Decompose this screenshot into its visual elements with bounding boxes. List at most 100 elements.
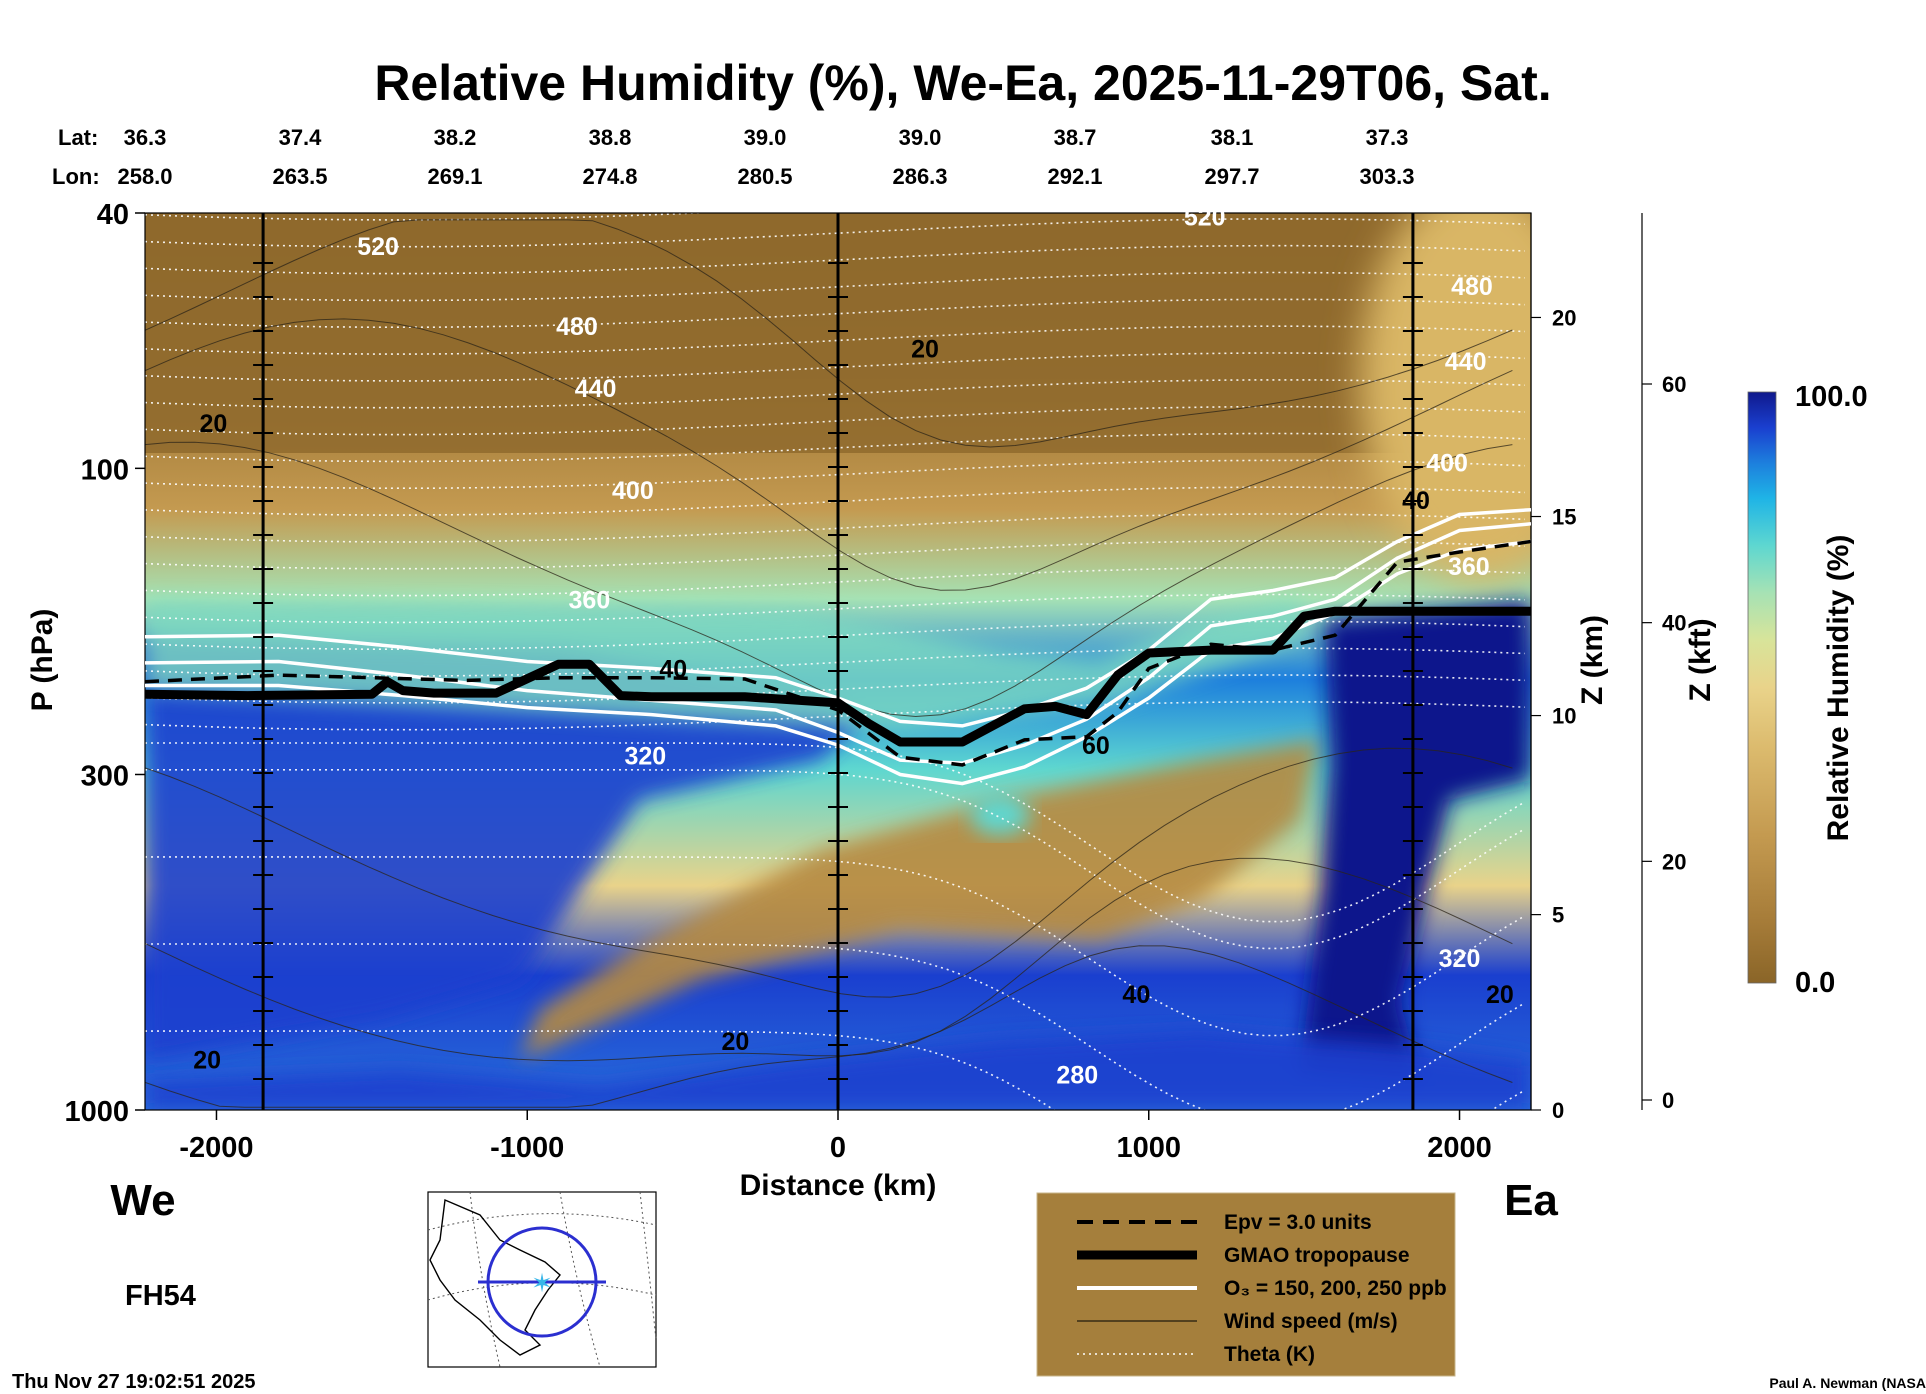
series-gmao-tropopause [145,606,1531,747]
legend-label: O₃ = 150, 200, 250 ppb [1224,1277,1447,1300]
lat-value: 38.2 [434,125,477,150]
rh-cyan-spot [970,795,1030,835]
lon-value: 297.7 [1204,164,1259,189]
theta-label: 360 [1448,553,1490,581]
theta-label: 400 [612,477,654,505]
x-tick-label: 2000 [1427,1132,1492,1164]
theta-contour [145,165,1525,193]
colorbar-label: Relative Humidity (%) [1822,535,1855,842]
theta-contour [145,701,1525,731]
theta-contour [145,540,1525,570]
lat-label: Lat: [58,125,98,150]
theta-contour [145,379,1525,409]
z-km-tick-label: 10 [1552,704,1576,729]
theta-label: 480 [1451,273,1493,301]
contour-labels: 520 520 480 480 440 440 400 400 360 360 320 320 280 2… [193,203,1514,1089]
y-tick-label: 100 [81,454,129,486]
z-kft-axis-label: Z (kft) [1684,618,1717,701]
lon-value: 274.8 [582,164,637,189]
lon-value: 280.5 [737,164,792,189]
legend-label: GMAO tropopause [1224,1244,1410,1267]
z-kft-tick-label: 20 [1662,849,1686,874]
forecast-hour: FH54 [125,1280,196,1312]
z-kft-tick-label: 40 [1662,611,1686,636]
x-tick-label: -2000 [179,1132,253,1164]
theta-contour [145,213,715,221]
theta-contour [145,674,1525,704]
wind-speed-label: 20 [1486,981,1514,1009]
colorbar-min-label: 0.0 [1795,967,1835,999]
legend-label: Theta (K) [1224,1343,1315,1366]
lon-value: 286.3 [892,164,947,189]
z-kft-tick-label: 60 [1662,372,1686,397]
legend: Epv = 3.0 units GMAO tropopause O₃ = 150, … [1036,1192,1456,1377]
theta-contour [145,298,1525,328]
lat-value: 39.0 [744,125,787,150]
wind-contour [145,318,1513,591]
theta-contour [145,593,1525,624]
lat-value: 37.3 [1366,125,1409,150]
x-axis-label: Distance (km) [740,1169,937,1202]
theta-contour [145,405,1525,436]
theta-label: 400 [1426,450,1468,478]
lat-value: 38.1 [1211,125,1254,150]
east-label: Ea [1504,1176,1558,1225]
wind-speed-label: 40 [659,655,687,683]
z-km-tick-label: 5 [1552,903,1564,928]
legend-label: Wind speed (m/s) [1224,1310,1398,1333]
inset-map-frame [427,1191,657,1368]
wind-speed-label: 20 [193,1047,221,1075]
wind-speed-label: 40 [1402,487,1430,515]
theta-label: 520 [1184,203,1226,231]
rh-moist-band-west [145,640,860,1060]
theta-contour [145,856,1526,1037]
z-km-axis-label: Z (km) [1576,615,1609,705]
theta-contour [145,218,1525,248]
y-tick-label: 300 [81,760,129,792]
credit: Paul A. Newman (NASA [1769,1375,1926,1391]
lon-value: 263.5 [272,164,327,189]
theta-contour [145,352,1525,382]
theta-contour [145,943,1526,1110]
theta-contour [145,566,1525,597]
z-axes: 0 5 10 15 20 0 20 40 60 [1530,213,1686,1123]
theta-contour [145,325,1525,355]
x-tick-label: 1000 [1117,1132,1182,1164]
wind-contour [145,747,1513,998]
colorbar-max-label: 100.0 [1795,381,1868,413]
z-kft-tick-label: 0 [1662,1088,1674,1113]
lat-lon-axis: Lat: Lon: 36.3 37.4 38.2 38.8 39.0 39.0 38.7 38… [52,125,1415,189]
theta-label: 440 [575,375,617,403]
series-o3-150-ppb [145,507,1531,728]
legend-label: Epv = 3.0 units [1224,1211,1372,1234]
wind-speed-label: 20 [199,410,227,438]
lat-value: 38.7 [1054,125,1097,150]
x-axis: -2000 -1000 0 1000 2000 [179,1110,1492,1164]
lat-value: 36.3 [124,125,167,150]
theta-label: 280 [1056,1061,1098,1089]
rh-upper-right-light [1360,213,1531,580]
series-o3-250-ppb [145,539,1531,786]
theta-label: 320 [624,742,666,770]
theta-label: 360 [569,586,611,614]
lat-value: 37.4 [279,125,323,150]
contour-lines [145,165,1526,1110]
wind-contour [145,945,1513,1108]
rh-field [145,165,1531,1110]
series-layer [145,507,1531,786]
inset-map-coastline [429,1198,561,1356]
theta-contour [145,271,1525,302]
cross-section-markers [253,213,1423,1110]
lon-value: 292.1 [1047,164,1102,189]
wind-speed-label: 60 [1082,732,1110,760]
z-km-tick-label: 20 [1552,305,1576,330]
lat-value: 38.8 [589,125,632,150]
theta-contour [145,459,1525,489]
lon-value: 303.3 [1359,164,1414,189]
theta-label: 520 [357,233,399,261]
y-axis: 1000 300 100 40 [64,199,145,1128]
theta-label: 480 [556,313,598,341]
wind-contour [145,219,1513,448]
lon-value: 269.1 [427,164,482,189]
wind-contour [145,857,1513,1062]
